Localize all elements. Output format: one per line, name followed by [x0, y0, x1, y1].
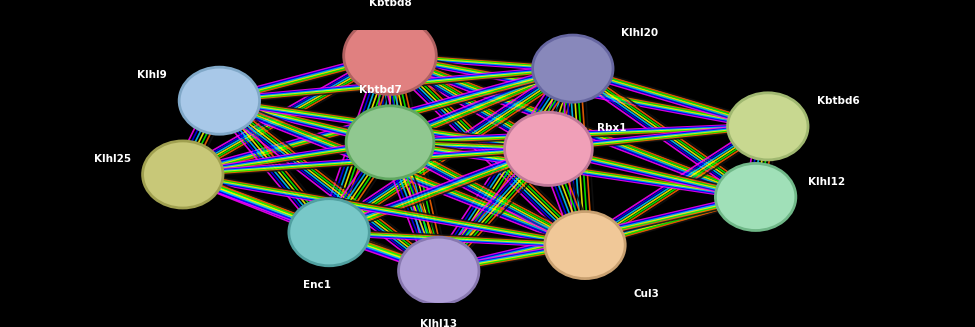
- Text: Kbtbd8: Kbtbd8: [369, 0, 411, 8]
- Ellipse shape: [727, 93, 808, 160]
- Ellipse shape: [545, 212, 625, 279]
- Ellipse shape: [289, 199, 370, 266]
- Text: Klhl25: Klhl25: [94, 154, 131, 164]
- Ellipse shape: [716, 164, 796, 231]
- Text: Kbtbd6: Kbtbd6: [817, 96, 860, 106]
- Ellipse shape: [179, 67, 259, 134]
- Text: Enc1: Enc1: [303, 280, 331, 290]
- Ellipse shape: [142, 141, 223, 208]
- Text: Kbtbd7: Kbtbd7: [359, 85, 402, 95]
- Ellipse shape: [532, 35, 613, 102]
- Ellipse shape: [505, 112, 593, 185]
- Text: Klhl20: Klhl20: [621, 28, 658, 38]
- Text: Rbx1: Rbx1: [597, 124, 627, 133]
- Text: Klhl9: Klhl9: [137, 70, 168, 80]
- Text: Klhl12: Klhl12: [807, 177, 845, 187]
- Text: Klhl13: Klhl13: [420, 318, 457, 327]
- Text: Cul3: Cul3: [633, 289, 659, 299]
- Ellipse shape: [343, 17, 437, 95]
- Ellipse shape: [346, 106, 434, 179]
- Ellipse shape: [399, 237, 479, 304]
